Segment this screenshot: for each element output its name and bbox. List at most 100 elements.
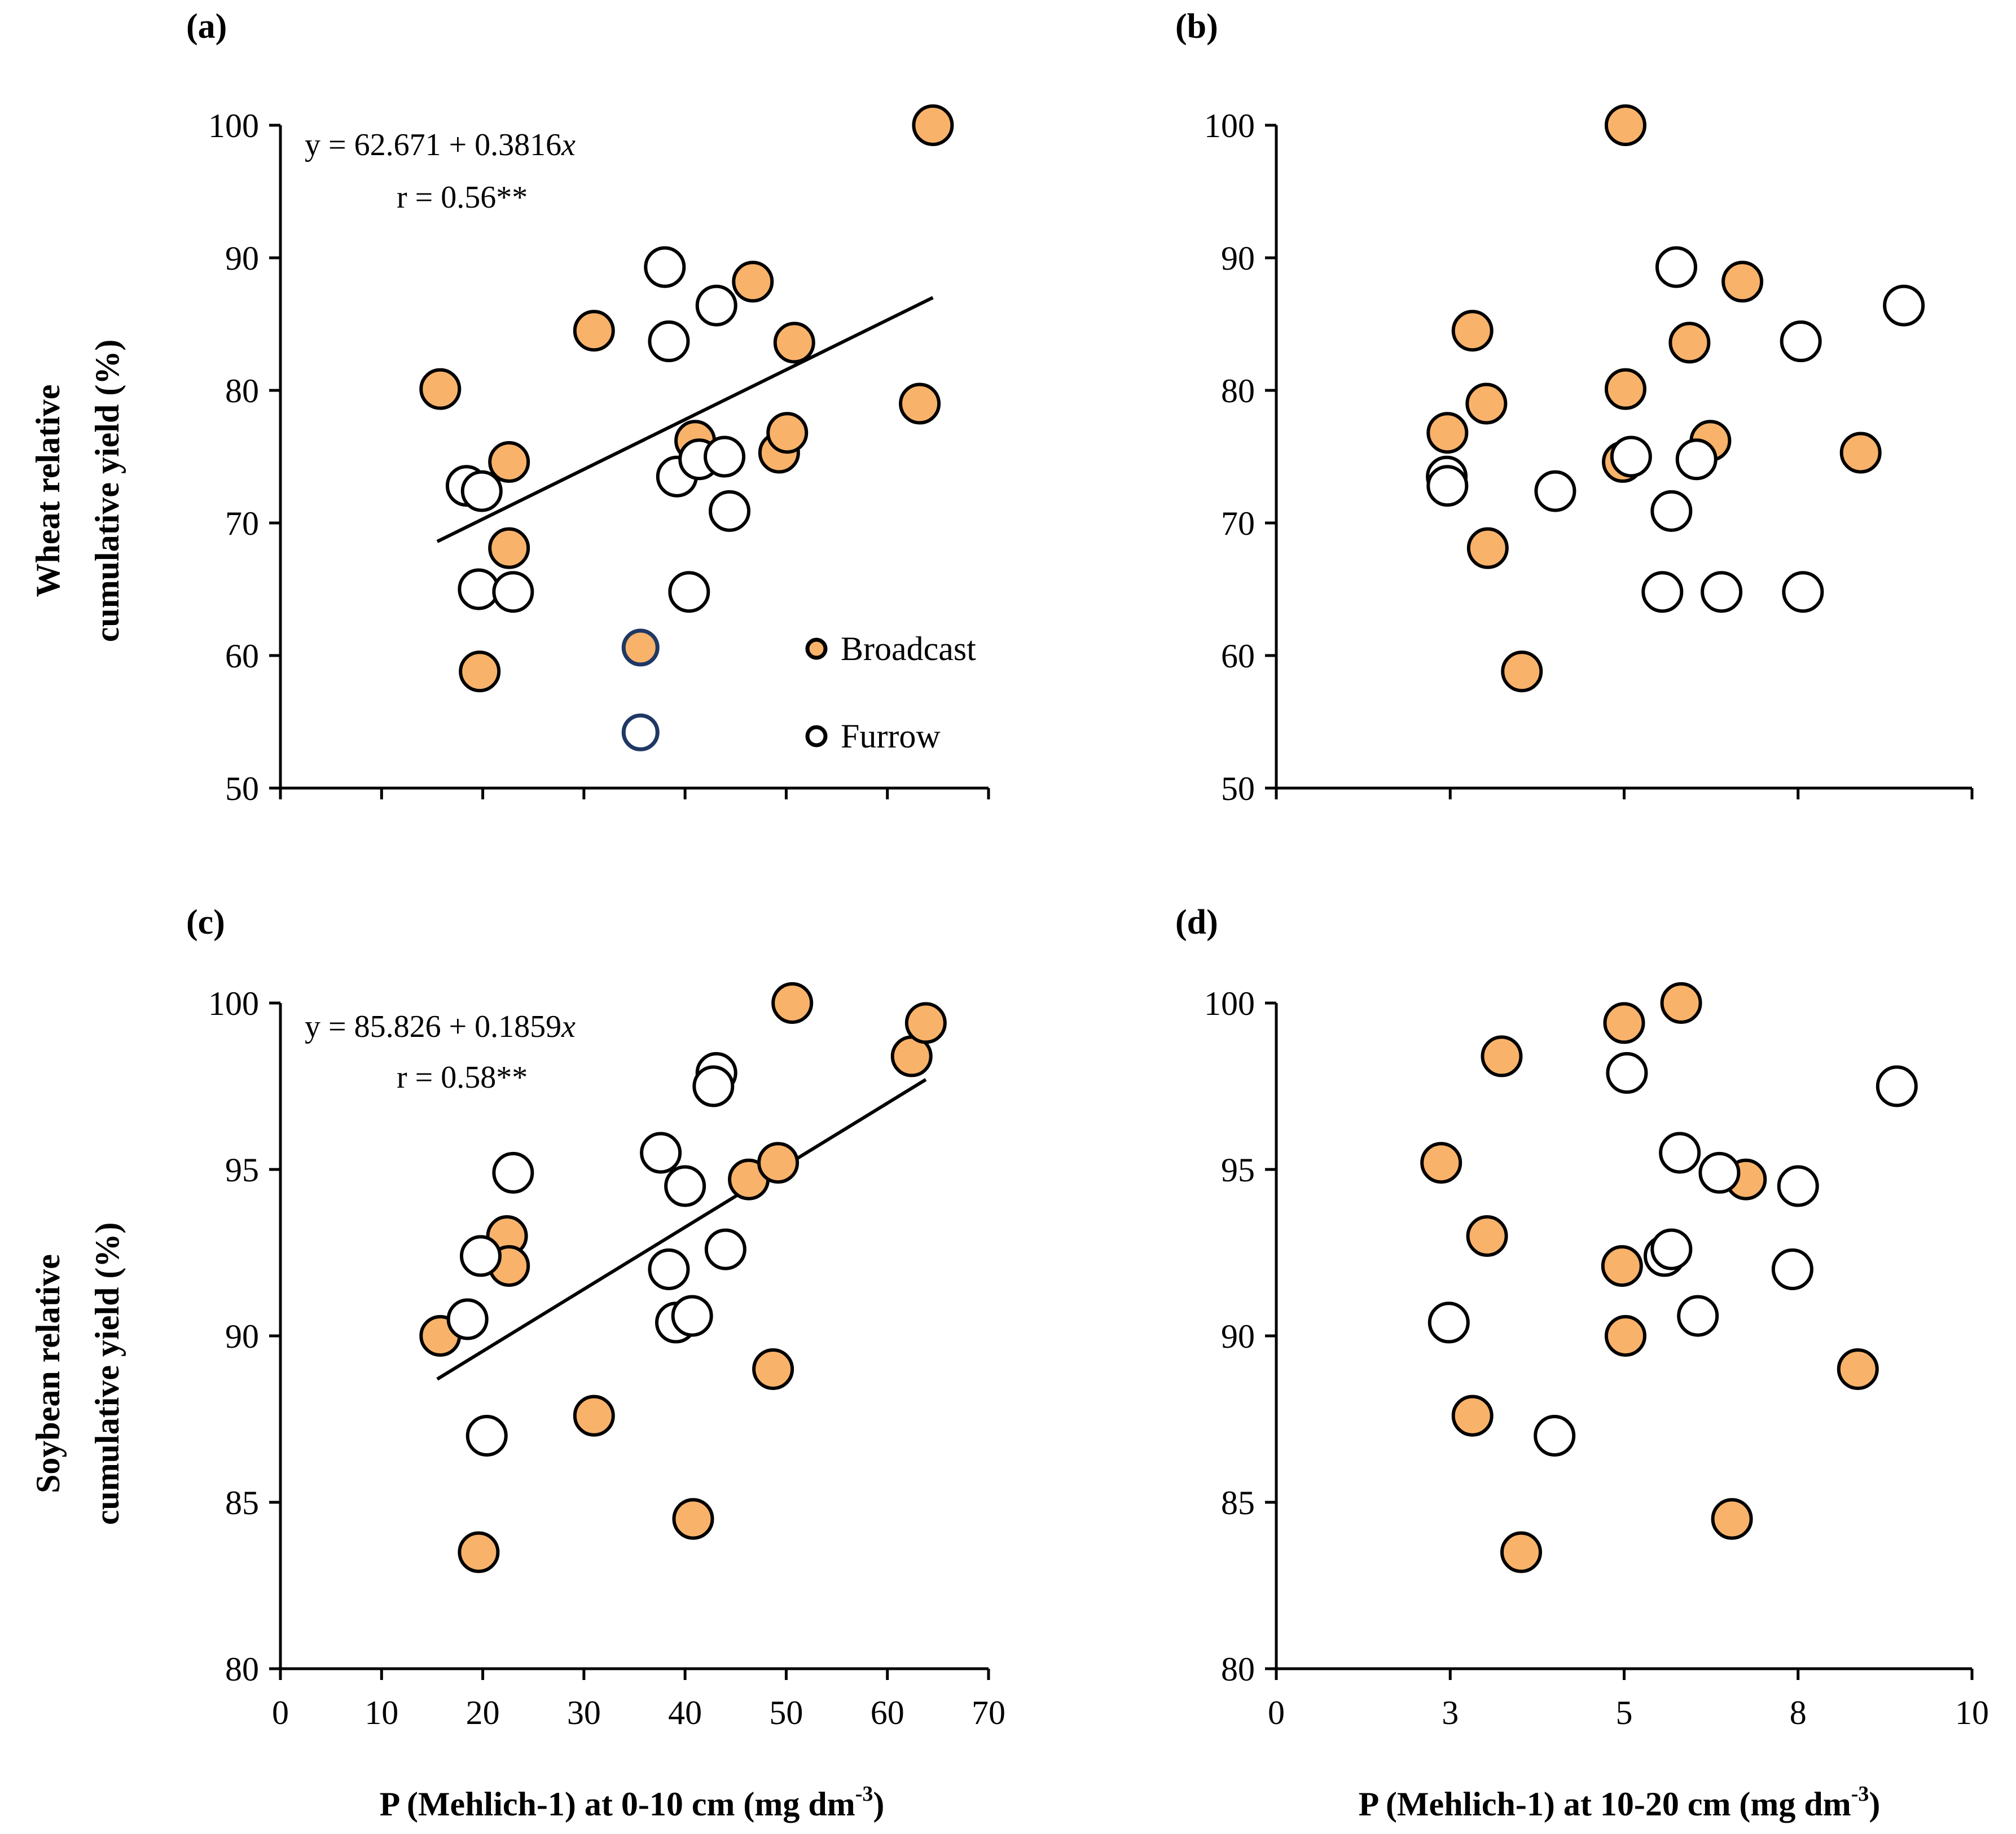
y-tick-label-d-3: 95 — [1221, 1151, 1255, 1189]
legend-furrow-label: Furrow — [841, 718, 941, 755]
y-tick-label-c-3: 95 — [225, 1151, 259, 1189]
point-c-broadcast-5 — [672, 1498, 714, 1540]
point-d-broadcast-9 — [1711, 1498, 1753, 1540]
point-d-broadcast-2 — [1466, 1215, 1508, 1257]
point-c-furrow-8 — [671, 1295, 713, 1337]
legend-furrow-marker — [805, 725, 828, 747]
y-tick-label-b-5: 100 — [1204, 107, 1255, 144]
point-b-furrow-1 — [1426, 465, 1469, 507]
point-a-furrow-9 — [695, 284, 737, 327]
equation-a-formula: y = 62.671 + 0.3816x — [305, 127, 576, 162]
point-d-broadcast-4 — [1500, 1531, 1543, 1573]
y-tick-label-b-4: 90 — [1221, 240, 1255, 277]
point-c-broadcast-8 — [752, 1348, 794, 1390]
equation-c-r: r = 0.58** — [397, 1060, 528, 1095]
trendline-c — [436, 1078, 927, 1381]
point-a-broadcast-3 — [488, 527, 530, 569]
x-axis-title-left-close: ) — [873, 1785, 884, 1823]
point-d-furrow-1 — [1534, 1415, 1576, 1457]
equation-c: y = 85.826 + 0.1859x r = 0.58** — [305, 1009, 576, 1095]
point-d-furrow-10 — [1876, 1065, 1918, 1107]
point-b-furrow-4 — [1641, 571, 1684, 613]
point-c-broadcast-1 — [458, 1531, 500, 1573]
legend: Broadcast Furrow — [805, 630, 976, 755]
point-d-furrow-8 — [1771, 1248, 1813, 1290]
x-tick-label-d-4: 10 — [1955, 1694, 1989, 1731]
equation-c-formula: y = 85.826 + 0.1859x — [305, 1009, 576, 1044]
x-tick-label-c-4: 40 — [668, 1694, 702, 1731]
point-b-broadcast-4 — [1501, 650, 1543, 693]
point-c-broadcast-9 — [771, 982, 814, 1024]
point-a-broadcast-10 — [899, 382, 941, 425]
y-tick-label-c-4: 100 — [208, 985, 259, 1022]
y-axis-title-bottom-line1: Soybean relative — [29, 1254, 67, 1493]
point-b-furrow-6 — [1655, 246, 1697, 288]
y-tick-label-b-3: 80 — [1221, 372, 1255, 410]
point-c-broadcast-7 — [757, 1142, 800, 1184]
y-tick-label-b-0: 50 — [1221, 770, 1255, 807]
x-tick-label-c-1: 10 — [364, 1694, 398, 1731]
point-b-furrow-10 — [1782, 571, 1824, 613]
plot-c: 80 85 90 95 100 0 10 20 30 40 50 60 70 — [208, 982, 1005, 1731]
x-tick-label-d-2: 5 — [1616, 1694, 1633, 1731]
x-axis-title-left-main: P (Mehlich-1) at 0-10 cm (mg dm — [380, 1785, 855, 1823]
point-a-broadcast-0 — [419, 368, 462, 410]
y-tick-label-d-2: 90 — [1221, 1318, 1255, 1355]
point-c-furrow-0 — [446, 1298, 489, 1340]
point-d-furrow-7 — [1698, 1151, 1741, 1194]
plot-a: 50 60 70 80 90 100 — [208, 104, 990, 807]
plot-d: 80 85 90 95 100 0 3 5 8 10 — [1204, 982, 1989, 1731]
point-d-broadcast-0 — [1420, 1142, 1462, 1184]
point-d-furrow-0 — [1428, 1301, 1470, 1344]
point-c-furrow-2 — [465, 1415, 508, 1457]
point-c-furrow-4 — [640, 1132, 682, 1174]
x-tick-label-d-1: 3 — [1442, 1694, 1459, 1731]
point-b-broadcast-3 — [1466, 527, 1509, 569]
equation-c-prefix: y = 85.826 + 0.1859 — [305, 1009, 561, 1044]
x-tick-label-c-5: 50 — [769, 1694, 803, 1731]
equation-a-prefix: y = 62.671 + 0.3816 — [305, 127, 561, 162]
point-c-furrow-11 — [704, 1228, 746, 1270]
y-tick-label-d-1: 85 — [1221, 1484, 1255, 1521]
point-b-broadcast-6 — [1604, 104, 1646, 146]
panel-c-label: (c) — [186, 903, 225, 942]
point-a-furrow-11 — [709, 490, 751, 532]
point-d-furrow-6 — [1677, 1295, 1719, 1337]
y-tick-label-c-2: 90 — [225, 1318, 259, 1355]
y-tick-label-b-2: 70 — [1221, 505, 1255, 542]
point-a-broadcast-1 — [459, 650, 501, 693]
x-tick-label-d-3: 8 — [1790, 1694, 1807, 1731]
plot-b: 50 60 70 80 90 100 — [1204, 104, 1974, 807]
point-b-furrow-2 — [1534, 470, 1576, 512]
y-tick-label-a-1: 60 — [225, 637, 259, 675]
point-b-broadcast-8 — [1668, 322, 1711, 364]
point-a-broadcast-4 — [573, 310, 615, 352]
point-b-broadcast-0 — [1426, 412, 1469, 454]
point-a-furrow-10 — [704, 436, 746, 478]
legend-broadcast-label: Broadcast — [841, 630, 976, 667]
equation-a-var: x — [561, 127, 576, 162]
point-d-furrow-9 — [1777, 1165, 1819, 1207]
point-d-furrow-2 — [1606, 1052, 1648, 1094]
point-c-furrow-10 — [692, 1065, 735, 1107]
point-a-broadcast-8 — [766, 412, 809, 454]
point-c-furrow-5 — [648, 1248, 690, 1290]
point-d-furrow-4 — [1650, 1228, 1693, 1270]
point-b-furrow-3 — [1610, 436, 1652, 478]
point-d-broadcast-11 — [1837, 1348, 1879, 1390]
point-d-broadcast-7 — [1604, 1315, 1646, 1357]
point-d-furrow-5 — [1659, 1132, 1701, 1174]
point-a-furrow-5 — [648, 320, 690, 363]
y-tick-label-a-5: 100 — [208, 107, 259, 144]
point-d-broadcast-1 — [1451, 1395, 1494, 1437]
point-c-furrow-7 — [664, 1165, 706, 1207]
y-tick-label-a-0: 50 — [225, 770, 259, 807]
point-a-broadcast-11 — [912, 104, 954, 146]
y-tick-label-a-3: 80 — [225, 372, 259, 410]
point-d-broadcast-3 — [1481, 1035, 1523, 1077]
x-tick-label-c-0: 0 — [272, 1694, 289, 1731]
point-a-furrow-2 — [458, 568, 500, 610]
point-b-broadcast-7 — [1604, 368, 1646, 410]
y-axis-title-top: Wheat relative cumulative yield (%) — [29, 340, 126, 643]
point-b-broadcast-1 — [1451, 310, 1494, 352]
